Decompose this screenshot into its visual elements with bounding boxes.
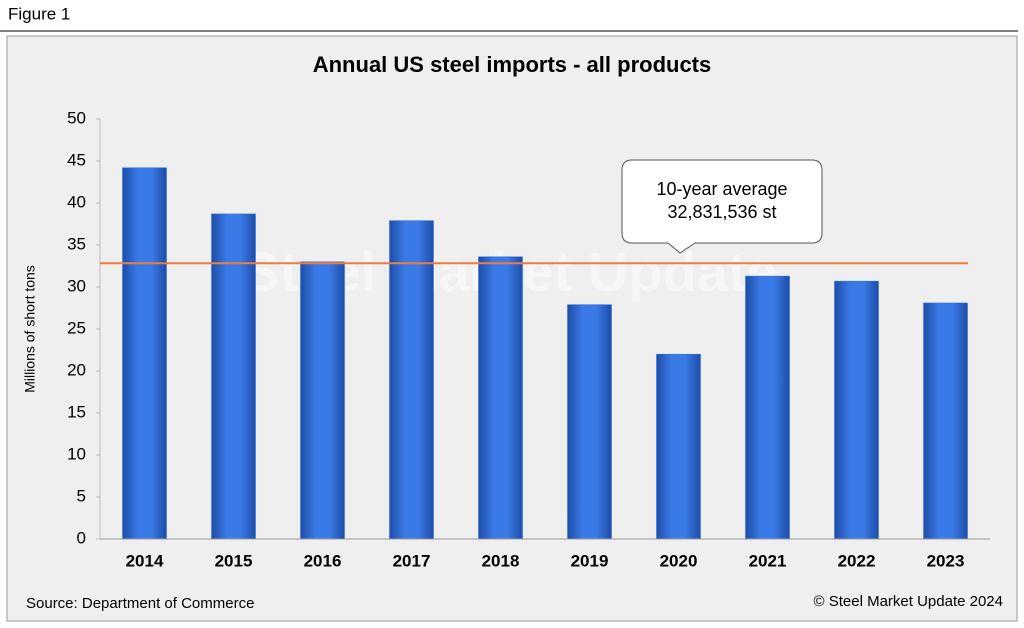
x-tick-label: 2019 (571, 551, 609, 570)
bar (923, 302, 968, 540)
bar (478, 256, 523, 540)
y-tick-label: 25 (67, 318, 86, 337)
bar (122, 167, 167, 540)
x-tick-label: 2016 (304, 551, 342, 570)
x-tick-label: 2018 (482, 551, 520, 570)
callout-text: 32,831,536 st (667, 202, 776, 222)
x-tick-label: 2020 (660, 551, 698, 570)
bar (567, 304, 612, 540)
copyright: © Steel Market Update 2024 (814, 593, 1004, 610)
y-tick-label: 35 (67, 234, 86, 253)
y-tick-label: 30 (67, 276, 86, 295)
y-tick-label: 50 (67, 108, 86, 127)
bar (656, 353, 701, 540)
y-tick-label: 40 (67, 192, 86, 211)
y-tick-label: 5 (77, 486, 86, 505)
bar (389, 220, 434, 540)
y-axis-label: Millions of short tons (22, 265, 38, 393)
chart-title: Annual US steel imports - all products (313, 52, 712, 77)
callout (621, 159, 823, 254)
y-tick-label: 0 (77, 528, 86, 547)
x-tick-label: 2022 (838, 551, 876, 570)
bar (745, 275, 790, 540)
y-tick-label: 20 (67, 360, 86, 379)
x-tick-label: 2021 (749, 551, 787, 570)
callout-text: 10-year average (656, 179, 787, 199)
bar (300, 261, 345, 540)
x-tick-label: 2015 (215, 551, 253, 570)
x-tick-label: 2023 (927, 551, 965, 570)
y-tick-label: 45 (67, 150, 86, 169)
y-tick-label: 15 (67, 402, 86, 421)
figure-label: Figure 1 (8, 4, 70, 23)
x-tick-label: 2017 (393, 551, 431, 570)
x-tick-label: 2014 (126, 551, 164, 570)
bar (834, 280, 879, 540)
source: Source: Department of Commerce (26, 595, 254, 612)
y-tick-label: 10 (67, 444, 86, 463)
